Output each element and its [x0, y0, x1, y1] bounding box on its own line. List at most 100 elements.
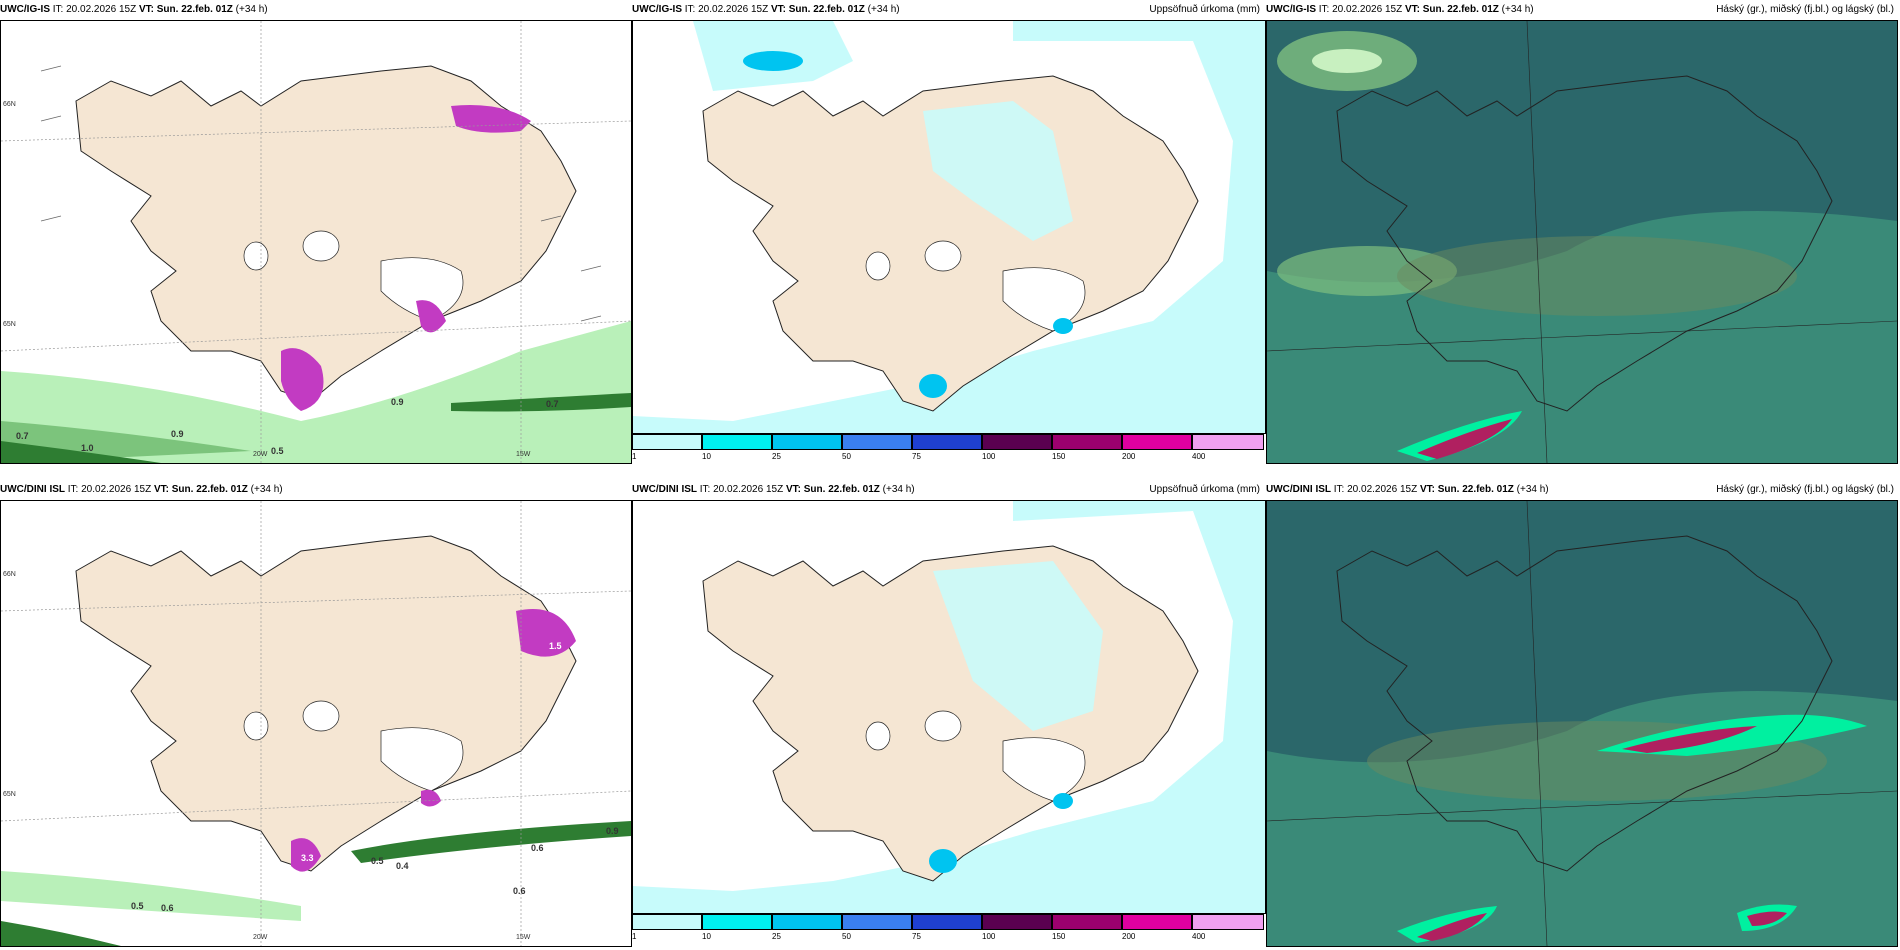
lead-time: (+34 h) [250, 484, 283, 495]
point-value: 0.5 [131, 901, 144, 911]
legend-label: 200 [1122, 932, 1136, 941]
legend-swatch [702, 914, 772, 930]
precip-map[interactable]: 66N 65N 20W 15W 0.5 0.6 3.3 0.5 0.4 0.6 … [0, 500, 632, 947]
accum-map[interactable] [632, 500, 1266, 914]
accum-panel-row2: UWC/DINI ISL IT: 20.02.2026 15Z VT: Sun.… [632, 480, 1266, 950]
panel-header: UWC/IG-IS IT: 20.02.2026 15Z VT: Sun. 22… [632, 0, 1266, 20]
cloud-panel-row2: UWC/DINI ISL IT: 20.02.2026 15Z VT: Sun.… [1266, 480, 1900, 950]
cloud-map[interactable] [1266, 500, 1898, 947]
accum-panel-row1: UWC/IG-IS IT: 20.02.2026 15Z VT: Sun. 22… [632, 0, 1266, 470]
lat-label-65: 65N [3, 321, 16, 328]
point-value: 0.7 [16, 431, 29, 441]
legend-label: 25 [772, 932, 781, 941]
precip-magenta-east [416, 300, 446, 333]
legend-swatch [1192, 914, 1264, 930]
precip-panel-row1: UWC/IG-IS IT: 20.02.2026 15Z VT: Sun. 22… [0, 0, 632, 470]
valid-time: VT: Sun. 22.feb. 01Z [153, 484, 248, 495]
accum-legend: 1 10 25 50 75 100 150 200 400 [632, 434, 1264, 462]
legend-swatch [1122, 914, 1192, 930]
valid-time: VT: Sun. 22.feb. 01Z [1419, 484, 1514, 495]
point-value: 0.5 [271, 446, 284, 456]
precip-magenta-south [281, 348, 324, 411]
legend-swatch [912, 914, 982, 930]
legend-label: 75 [912, 932, 921, 941]
point-value: 0.4 [396, 861, 409, 871]
init-time: IT: 20.02.2026 15Z [67, 484, 152, 495]
legend-swatch [842, 434, 912, 450]
point-value: 3.3 [301, 853, 314, 863]
point-value: 0.6 [531, 843, 544, 853]
precip-shade-dark [1, 441, 161, 463]
init-time: IT: 20.02.2026 15Z [1318, 4, 1403, 15]
lat-label-66: 66N [3, 571, 16, 578]
legend-label: 150 [1052, 932, 1066, 941]
precip-shade-light [1, 321, 631, 463]
legend-swatch [1052, 914, 1122, 930]
lon-label-15w: 15W [516, 451, 531, 458]
lead-time: (+34 h) [882, 484, 915, 495]
legend-label: 100 [982, 932, 996, 941]
legend-label: 1 [632, 452, 637, 461]
legend-label: 50 [842, 932, 851, 941]
cloud-map[interactable] [1266, 20, 1898, 464]
init-time: IT: 20.02.2026 15Z [52, 4, 137, 15]
lead-time: (+34 h) [1501, 4, 1534, 15]
model-name: UWC/IG-IS [632, 4, 682, 15]
legend-label: 100 [982, 452, 996, 461]
point-value: 1.5 [549, 641, 562, 651]
legend-swatch [702, 434, 772, 450]
valid-time: VT: Sun. 22.feb. 01Z [770, 4, 865, 15]
legend-swatch [1122, 434, 1192, 450]
lead-time: (+34 h) [235, 4, 268, 15]
model-name: UWC/DINI ISL [1266, 484, 1331, 495]
lead-time: (+34 h) [1516, 484, 1549, 495]
panel-title: Uppsöfnuð úrkoma (mm) [1149, 4, 1260, 15]
legend-label: 200 [1122, 452, 1136, 461]
init-time: IT: 20.02.2026 15Z [699, 484, 784, 495]
precip-map[interactable]: 66N 65N 20W 15W 0.7 1.0 0.9 0.5 0.9 0.7 … [0, 20, 632, 464]
model-name: UWC/IG-IS [0, 4, 50, 15]
legend-label: 400 [1192, 452, 1206, 461]
panel-title: Háský (gr.), miðský (fj.bl.) og lágský (… [1716, 484, 1894, 495]
legend-swatch [1192, 434, 1264, 450]
init-time: IT: 20.02.2026 15Z [684, 4, 769, 15]
accum-map[interactable] [632, 20, 1266, 434]
precip-panel-row2: UWC/DINI ISL IT: 20.02.2026 15Z VT: Sun.… [0, 480, 632, 950]
legend-swatch [912, 434, 982, 450]
panel-header: UWC/IG-IS IT: 20.02.2026 15Z VT: Sun. 22… [0, 0, 632, 20]
legend-label: 50 [842, 452, 851, 461]
point-value: 0.9 [391, 397, 404, 407]
valid-time: VT: Sun. 22.feb. 01Z [785, 484, 880, 495]
precip-magenta-ne [451, 105, 531, 133]
accum-shade-light-east [633, 21, 1265, 433]
lat-label-65: 65N [3, 791, 16, 798]
legend-swatch [632, 434, 702, 450]
panel-header: UWC/DINI ISL IT: 20.02.2026 15Z VT: Sun.… [632, 480, 1266, 500]
point-value: 1.0 [81, 443, 94, 453]
legend-swatch [772, 914, 842, 930]
panel-title: Uppsöfnuð úrkoma (mm) [1149, 484, 1260, 495]
point-value: 0.6 [161, 903, 174, 913]
point-value: 0.6 [513, 886, 526, 896]
panel-title: Háský (gr.), miðský (fj.bl.) og lágský (… [1716, 4, 1894, 15]
legend-swatch [632, 914, 702, 930]
panel-header: UWC/DINI ISL IT: 20.02.2026 15Z VT: Sun.… [1266, 480, 1900, 500]
model-name: UWC/DINI ISL [0, 484, 65, 495]
panel-header: UWC/IG-IS IT: 20.02.2026 15Z VT: Sun. 22… [1266, 0, 1900, 20]
legend-swatch [1052, 434, 1122, 450]
lon-label-15w: 15W [516, 934, 531, 941]
legend-label: 10 [702, 452, 711, 461]
precip-shade-dark-east [451, 393, 631, 412]
legend-label: 25 [772, 452, 781, 461]
panel-header: UWC/DINI ISL IT: 20.02.2026 15Z VT: Sun.… [0, 480, 632, 500]
valid-time: VT: Sun. 22.feb. 01Z [1404, 4, 1499, 15]
model-name: UWC/IG-IS [1266, 4, 1316, 15]
cloud-panel-row1: UWC/IG-IS IT: 20.02.2026 15Z VT: Sun. 22… [1266, 0, 1900, 470]
lat-label-66: 66N [3, 101, 16, 108]
point-value: 0.7 [546, 399, 559, 409]
point-value: 1.2 [431, 367, 444, 377]
legend-label: 150 [1052, 452, 1066, 461]
legend-swatch [982, 914, 1052, 930]
legend-swatch [772, 434, 842, 450]
legend-label: 75 [912, 452, 921, 461]
